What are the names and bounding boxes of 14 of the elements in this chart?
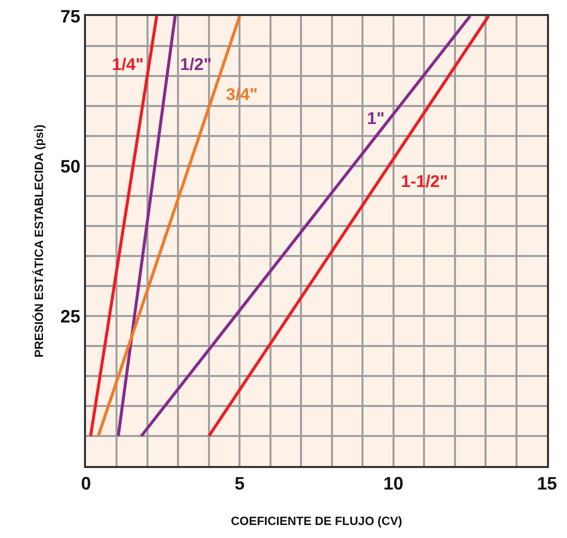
y-tick-label: 50 — [60, 156, 80, 176]
x-tick-label: 0 — [80, 474, 92, 494]
x-axis-title: COEFICIENTE DE FLUJO (CV) — [230, 514, 402, 528]
x-tick-label: 10 — [383, 474, 404, 494]
series-label: 1-1/2" — [401, 172, 448, 191]
series-label: 1/4" — [112, 55, 144, 74]
series-label: 1/2" — [180, 55, 212, 74]
y-tick-label: 75 — [60, 6, 80, 26]
series-label: 1" — [367, 109, 385, 128]
x-tick-label: 15 — [536, 474, 558, 494]
x-tick-label: 5 — [234, 474, 245, 494]
y-tick-label: 25 — [60, 306, 80, 326]
series-label: 3/4" — [226, 85, 258, 104]
y-axis-title: PRESIÓN ESTÁTICA ESTABLECIDA (psi) — [32, 124, 46, 358]
